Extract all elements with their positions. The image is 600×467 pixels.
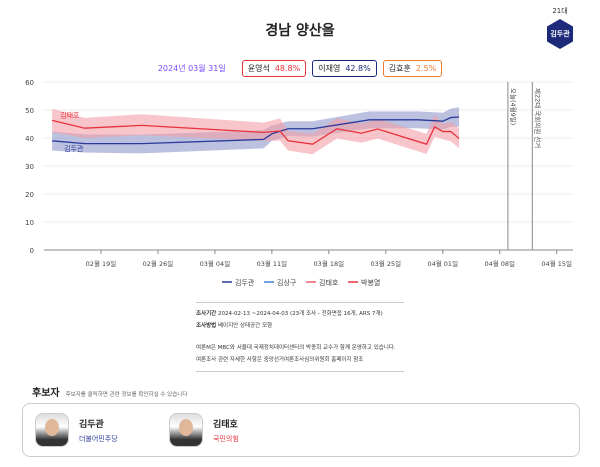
y-tick-label: 20: [25, 191, 34, 199]
pill-name: 윤영석: [247, 64, 270, 73]
summary-pill: 이재영 42.8%: [312, 60, 377, 77]
period-label: 조사기간: [196, 311, 217, 317]
x-tick-label: 03월 11일: [257, 259, 288, 268]
legend-label: 박봉열: [361, 278, 380, 287]
candidates-heading: 후보자 후보자를 클릭하면 관련 정보를 확인하실 수 있습니다: [32, 384, 187, 399]
x-tick-label: 03월 25일: [371, 259, 402, 268]
x-tick-label: 04월 15일: [541, 259, 572, 268]
x-tick-label: 03월 04일: [200, 259, 231, 268]
candidates-title: 후보자: [32, 388, 60, 399]
series-label: 김두관: [64, 144, 84, 153]
pill-value: 42.8%: [345, 64, 371, 73]
series-line: [51, 119, 460, 145]
x-tick-label: 02월 19일: [86, 259, 117, 268]
event-label: 오늘(4월9일): [509, 88, 518, 125]
pill-value: 2.5%: [415, 64, 437, 73]
note: 여론M은 MBC와 서울대 국제정치데이터센터의 박종희 교수가 함께 운영하고…: [196, 345, 396, 351]
event-label: 제22대 국회의원 선거: [533, 88, 542, 148]
method-value: 베이지안 상태공간 모형: [218, 323, 273, 329]
period-value: 2024-02-13 ~2024-04-03 (23개 조사 - 전화면접 16…: [218, 311, 383, 317]
confidence-band: [52, 107, 460, 154]
y-tick-label: 40: [25, 135, 34, 143]
term-label: 21대: [552, 7, 568, 15]
candidate-name: 김태호: [213, 419, 238, 430]
poll-chart: 0 10 20 30 40 50 60 02월 19일 02월 26일 03월 04일 03월 11…: [25, 79, 573, 287]
x-tick-label: 03월 18일: [314, 259, 345, 268]
candidate-party: 국민의힘: [213, 434, 239, 443]
legend-label: 김두관: [235, 278, 255, 287]
y-tick-label: 30: [25, 163, 34, 171]
series-label: 김태호: [60, 111, 80, 119]
pill-name: 김효훈: [388, 64, 411, 73]
x-tick-label: 04월 01일: [427, 259, 458, 268]
y-tick-label: 0: [30, 247, 34, 255]
page-title: 경남 양산을: [265, 23, 335, 39]
survey-info: 조사기간 2024-02-13 ~2024-04-03 (23개 조사 - 전화…: [196, 302, 404, 372]
candidate-name: 김두관: [79, 419, 104, 430]
pill-name: 이재영: [318, 64, 341, 73]
pill-value: 48.8%: [274, 64, 301, 73]
candidates-hint: 후보자를 클릭하면 관련 정보를 확인하실 수 있습니다: [65, 392, 188, 398]
candidate-photo: [169, 413, 203, 447]
summary-pill: 윤영석 48.8%: [241, 60, 307, 77]
poll-summary: 2024년 03월 31일 윤영석 48.8% 이재영 42.8% 김효훈 2.5%: [0, 60, 600, 77]
y-tick-label: 10: [25, 219, 34, 227]
candidate-photo: [35, 413, 69, 447]
method-label: 조사방법: [196, 323, 217, 329]
legend-label: 김태호: [319, 279, 339, 287]
candidate-party: 더불어민주당: [79, 434, 118, 443]
note: 여론조사 관련 자세한 사항은 중앙선거여론조사심의위원회 홈페이지 참조: [196, 357, 364, 363]
legend-label: 김상구: [277, 278, 297, 287]
summary-pill: 김효훈 2.5%: [382, 60, 443, 77]
y-tick-label: 60: [25, 79, 34, 87]
incumbent-badge: 21대 김두관: [544, 6, 576, 49]
y-tick-label: 50: [25, 107, 34, 115]
x-tick-label: 02월 26일: [143, 259, 174, 268]
summary-date: 2024년 03월 31일: [157, 64, 226, 73]
series-line: [52, 116, 460, 145]
x-tick-label: 04월 08일: [484, 259, 515, 268]
